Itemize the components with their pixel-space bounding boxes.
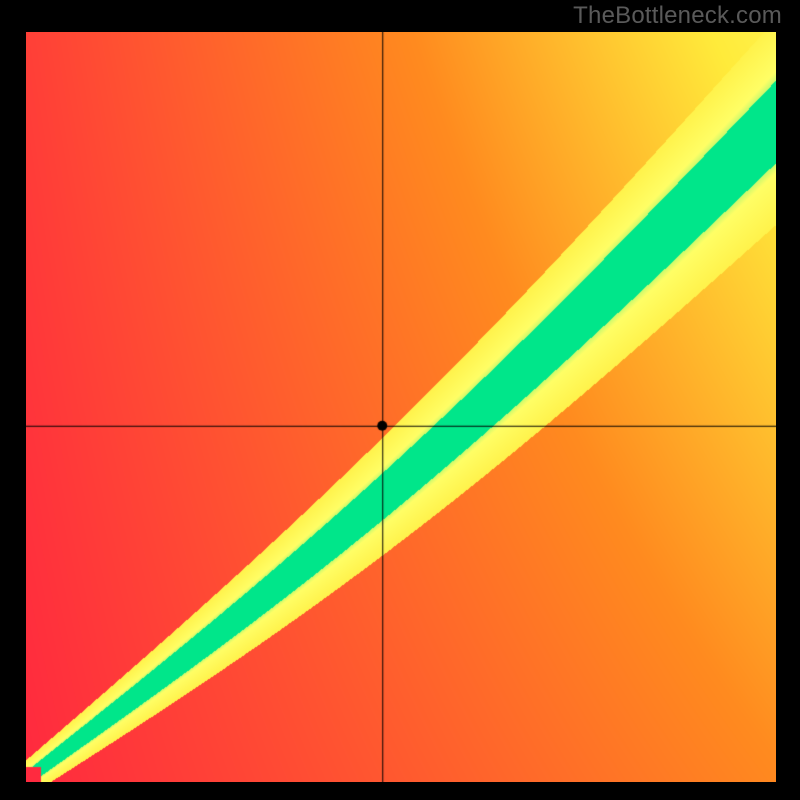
crosshair-overlay [26, 32, 776, 782]
bottleneck-heatmap [26, 32, 776, 782]
watermark-text: TheBottleneck.com [573, 2, 782, 30]
